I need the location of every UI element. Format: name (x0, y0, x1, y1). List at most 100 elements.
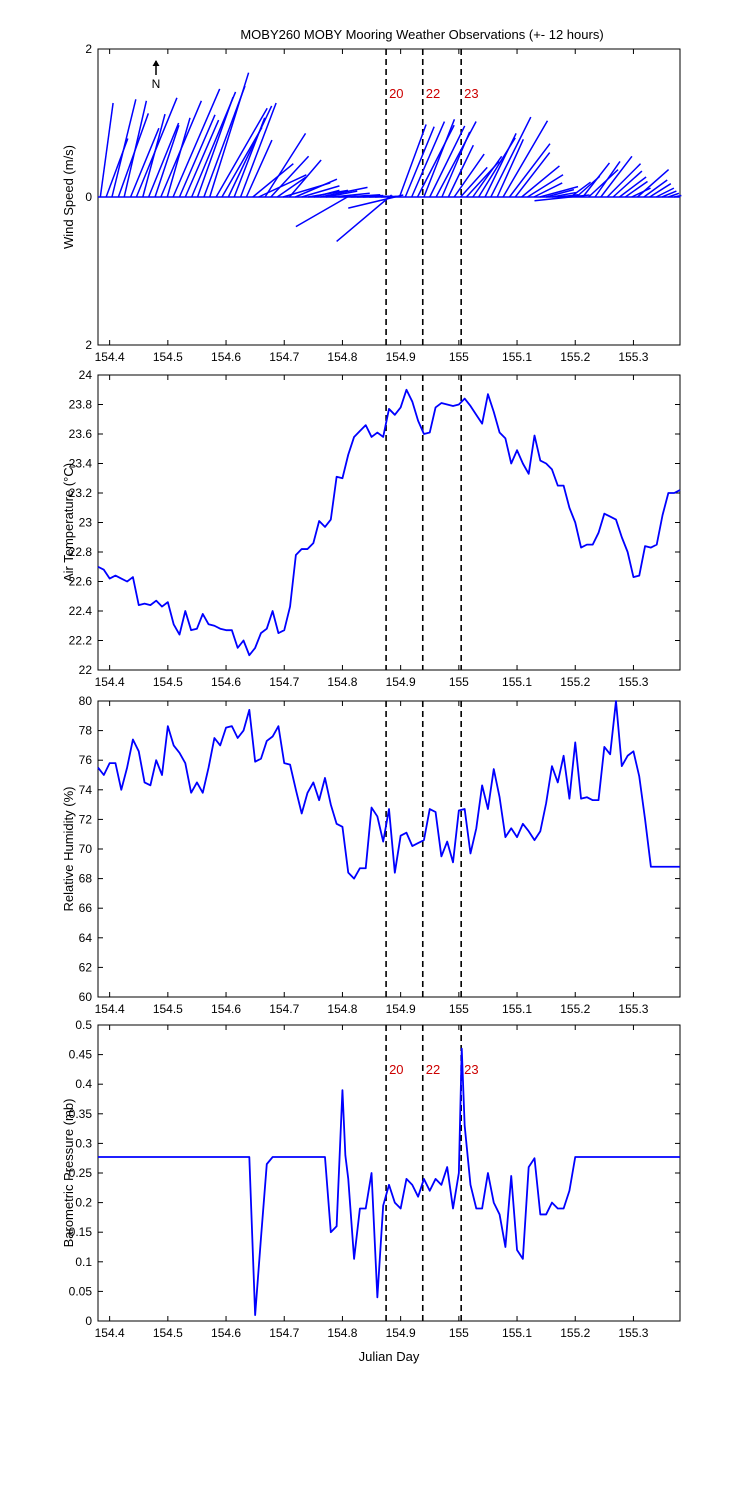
wind-vector (233, 117, 266, 198)
wind-vector (521, 165, 560, 198)
y-tick-label: 23.6 (69, 427, 93, 441)
y-tick-label: 24 (79, 368, 93, 382)
y-tick-label: 2 (85, 42, 92, 56)
x-tick-label: 154.9 (386, 350, 416, 364)
event-marker-label: 20 (389, 1062, 403, 1077)
y-tick-label: 74 (79, 783, 93, 797)
y-tick-label: 0 (85, 190, 92, 204)
wind-vector (245, 139, 273, 198)
y-tick-label: 80 (79, 694, 93, 708)
wind-vector (453, 153, 485, 198)
wind-vector (631, 187, 651, 198)
wind-vector (404, 126, 435, 198)
wind-vector (295, 178, 338, 198)
wind-vector (643, 179, 668, 198)
x-tick-label: 154.4 (95, 675, 125, 689)
wind-vector (276, 176, 307, 198)
y-tick-label: 0.5 (75, 1018, 92, 1032)
event-marker-label: 23 (464, 1062, 478, 1077)
y-tick-label: 23.4 (69, 457, 93, 471)
x-tick-label: 154.5 (153, 350, 183, 364)
wind-vector (288, 159, 322, 198)
wind-vector (178, 114, 216, 198)
wind-vector (447, 144, 475, 198)
y-tick-label: 22 (79, 663, 93, 677)
wind-vector (398, 124, 427, 198)
y-tick-label: 22.2 (69, 634, 93, 648)
x-tick-label: 154.5 (153, 675, 183, 689)
wind-vector (612, 170, 643, 198)
wind-vector (154, 124, 180, 198)
wind-vector (184, 119, 220, 198)
series-line (97, 388, 681, 657)
x-tick-label: 155.2 (560, 1002, 590, 1016)
x-tick-label: 154.6 (211, 1326, 241, 1340)
y-tick-label: 22.6 (69, 575, 93, 589)
wind-vector (558, 194, 579, 198)
wind-vector (196, 96, 234, 198)
y-tick-label: 0.45 (69, 1048, 93, 1062)
wind-vector (496, 138, 525, 198)
wind-vector (460, 166, 488, 198)
wind-vector (661, 190, 677, 198)
y-tick-label: 68 (79, 872, 93, 886)
wind-vector (533, 182, 563, 198)
x-tick-label: 154.5 (153, 1326, 183, 1340)
y-axis-label: Barometric Pressure (mb) (61, 1099, 76, 1248)
y-tick-label: 0.1 (75, 1255, 92, 1269)
x-tick-label: 154.8 (327, 1326, 357, 1340)
y-tick-label: 70 (79, 842, 93, 856)
wind-vector (594, 161, 621, 198)
series-line (98, 1047, 680, 1316)
wind-vector (534, 194, 590, 202)
y-tick-label: 60 (79, 990, 93, 1004)
wind-vector (655, 187, 675, 198)
x-tick-label: 155.1 (502, 1002, 532, 1016)
wind-vector (588, 169, 619, 198)
axes-box (97, 700, 681, 998)
wind-vector (252, 163, 294, 198)
x-tick-label: 155.1 (502, 1326, 532, 1340)
x-tick-label: 155.2 (560, 1326, 590, 1340)
wind-vector (649, 183, 672, 198)
x-tick-label: 154.4 (95, 350, 125, 364)
wind-vector (147, 122, 180, 198)
event-marker-label: 22 (426, 1062, 440, 1077)
x-tick-label: 154.6 (211, 350, 241, 364)
y-tick-label: 22.4 (69, 604, 93, 618)
x-tick-label: 154.5 (153, 1002, 183, 1016)
x-tick-label: 155.1 (502, 675, 532, 689)
y-tick-label: 23.2 (69, 486, 93, 500)
relative-humidity-panel: 154.4 154.5 154.6 154.7 154.8 154.9 155 155.1 15… (61, 694, 681, 1016)
event-marker-label: 22 (426, 86, 440, 101)
y-tick-label: 72 (79, 812, 93, 826)
wind-vector (490, 116, 532, 198)
event-marker-label: 23 (464, 86, 478, 101)
x-tick-label: 154.4 (95, 1326, 125, 1340)
x-tick-label: 154.8 (327, 350, 357, 364)
wind-vector (313, 189, 340, 198)
y-axis-label: Air Temperature (°C) (61, 463, 76, 582)
y-tick-label: 62 (79, 960, 93, 974)
wind-vector (606, 163, 642, 198)
wind-vector (99, 102, 114, 198)
wind-vector (411, 121, 446, 198)
y-tick-label: 0.35 (69, 1107, 93, 1121)
wind-vector (570, 181, 592, 198)
wind-vector (172, 88, 221, 198)
wind-vector (270, 155, 310, 198)
y-axis-label: Wind Speed (m/s) (61, 145, 76, 249)
event-marker-label: 20 (389, 86, 403, 101)
x-tick-label: 154.9 (386, 675, 416, 689)
x-tick-label: 154.7 (269, 350, 299, 364)
x-tick-label: 154.7 (269, 1002, 299, 1016)
x-tick-label: 155.2 (560, 350, 590, 364)
wind-vector (215, 107, 268, 198)
wind-vector (637, 169, 670, 198)
y-tick-label: 64 (79, 931, 93, 945)
x-tick-label: 155 (449, 350, 469, 364)
wind-vector (301, 185, 340, 198)
wind-vector (514, 152, 551, 198)
axes-box (97, 374, 681, 671)
y-tick-label: 0.4 (75, 1077, 92, 1091)
